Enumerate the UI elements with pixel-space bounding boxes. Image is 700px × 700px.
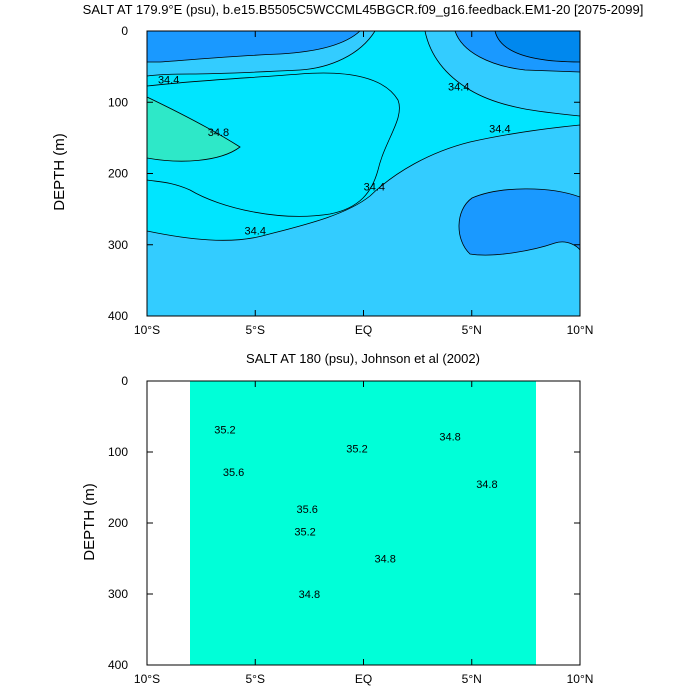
bottom-x-tick-label: 10°S bbox=[134, 672, 160, 686]
top-x-tick-label: 5°S bbox=[246, 323, 265, 337]
top-y-tick-label: 100 bbox=[108, 95, 128, 109]
top-deep-fill bbox=[147, 125, 580, 316]
top-contour-label: 34.4 bbox=[158, 74, 179, 86]
top-contour-surface-east bbox=[424, 31, 580, 117]
top-y-tick-label: 300 bbox=[108, 238, 128, 252]
bottom-y-tick-label: 100 bbox=[108, 445, 128, 459]
top-contour-surface-west bbox=[147, 31, 376, 77]
bottom-x-tick-label: 10°N bbox=[567, 672, 594, 686]
bottom-axes: 10°S 5°S EQ 5°N 10°N 0 100 200 300 400 bbox=[108, 374, 593, 686]
bottom-x-tick-label: 5°N bbox=[462, 672, 482, 686]
bottom-panel: SALT AT 180 (psu), Johnson et al (2002) … bbox=[81, 351, 593, 686]
bottom-y-tick-label: 200 bbox=[108, 516, 128, 530]
bottom-fill-area bbox=[190, 381, 536, 665]
top-contour-labels: 34.4 34.8 34.4 34.4 34.4 34.4 bbox=[158, 74, 511, 237]
top-contour-middle bbox=[147, 72, 400, 217]
top-contour-label: 34.4 bbox=[364, 181, 385, 193]
bottom-y-axis-label: DEPTH (m) bbox=[81, 483, 98, 561]
top-contour-surface-west-core bbox=[147, 31, 361, 63]
bottom-contour-label: 35.2 bbox=[346, 443, 367, 455]
top-contour-east-pool bbox=[458, 188, 580, 256]
top-fill-area bbox=[147, 31, 580, 316]
top-contour-label: 34.4 bbox=[489, 124, 510, 136]
bottom-contour-labels: 35.2 35.6 35.6 35.2 35.2 34.8 34.8 34.8 34.8 bbox=[214, 424, 497, 601]
top-y-tick-label: 0 bbox=[121, 24, 128, 38]
top-x-tick-label: 10°S bbox=[134, 323, 160, 337]
top-contour-surface-east-deep bbox=[494, 31, 580, 63]
bottom-y-tick-label: 300 bbox=[108, 587, 128, 601]
top-surface-east-deep-core-fill bbox=[495, 31, 580, 62]
top-contour-label: 34.8 bbox=[208, 127, 229, 139]
bottom-contour-label: 35.2 bbox=[294, 527, 315, 539]
bottom-x-tick-label: 5°S bbox=[246, 672, 265, 686]
bottom-contour-label: 34.8 bbox=[299, 589, 320, 601]
top-y-axis-label: DEPTH (m) bbox=[51, 133, 68, 211]
top-contour-label: 34.4 bbox=[245, 226, 266, 238]
bottom-contour-label: 35.6 bbox=[296, 504, 317, 516]
top-title: SALT AT 179.9°E (psu), b.e15.B5505C5WCCM… bbox=[83, 2, 644, 17]
bottom-contour-label: 34.8 bbox=[374, 554, 395, 566]
bottom-base-fill bbox=[190, 381, 536, 665]
bottom-y-tick-label: 400 bbox=[108, 658, 128, 672]
top-contour-lines bbox=[147, 31, 580, 256]
bottom-contour-label: 35.2 bbox=[214, 424, 235, 436]
top-x-tick-label: 5°N bbox=[462, 323, 482, 337]
bottom-contour-label: 35.6 bbox=[223, 467, 244, 479]
bottom-title: SALT AT 180 (psu), Johnson et al (2002) bbox=[246, 351, 480, 366]
top-x-tick-label: EQ bbox=[355, 323, 372, 337]
bottom-y-tick-label: 0 bbox=[121, 374, 128, 388]
top-contour-surface-east-core bbox=[454, 31, 580, 73]
bottom-x-tick-label: EQ bbox=[355, 672, 372, 686]
top-y-tick-label: 400 bbox=[108, 309, 128, 323]
top-panel: SALT AT 179.9°E (psu), b.e15.B5505C5WCCM… bbox=[51, 2, 643, 337]
top-contour-label: 34.4 bbox=[448, 82, 469, 94]
top-contour-salty-tongue bbox=[147, 96, 241, 162]
top-y-tick-label: 200 bbox=[108, 167, 128, 181]
bottom-contour-label: 34.8 bbox=[439, 431, 460, 443]
top-x-tick-label: 10°N bbox=[567, 323, 594, 337]
top-east-pool-fill bbox=[458, 188, 580, 256]
bottom-contour-label: 34.8 bbox=[476, 479, 497, 491]
top-contour-deep bbox=[147, 124, 580, 241]
top-axes: 10°S 5°S EQ 5°N 10°N 0 100 200 300 400 bbox=[108, 24, 593, 337]
top-salty-tongue-fill bbox=[147, 97, 240, 162]
top-surface-west-core-fill bbox=[147, 31, 360, 62]
